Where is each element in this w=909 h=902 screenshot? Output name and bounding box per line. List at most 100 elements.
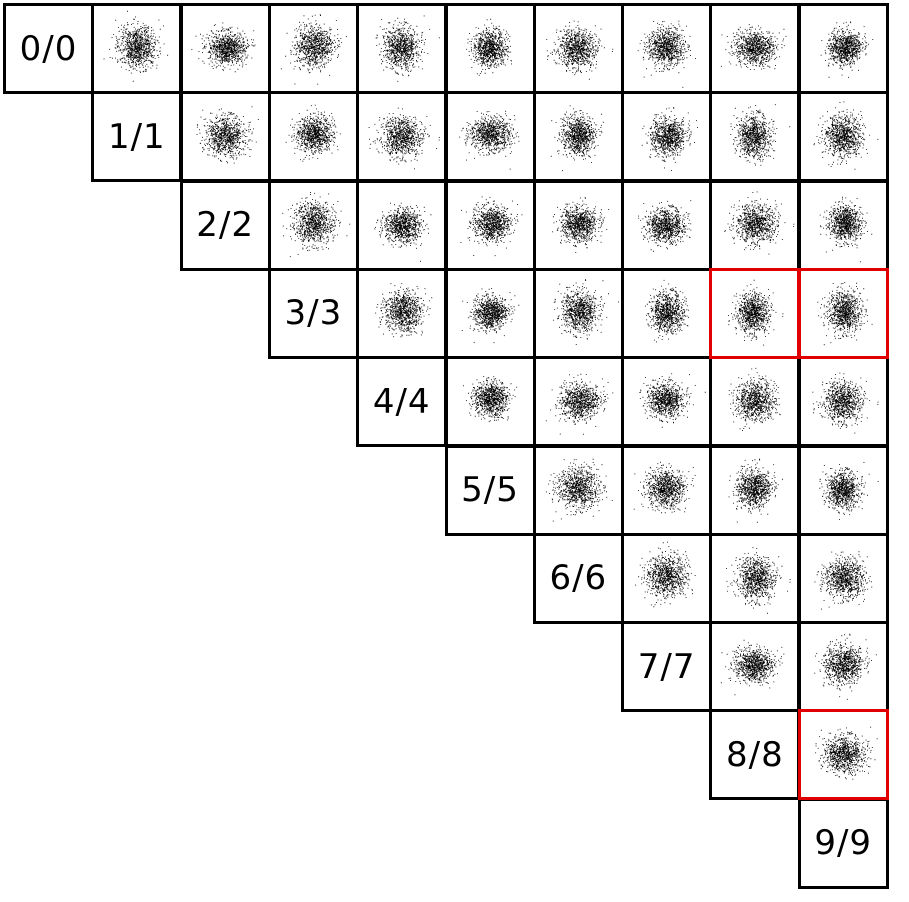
scatter-points [374, 202, 431, 261]
scatter-cell-6-9 [798, 533, 889, 624]
scatter-cell-4-9 [798, 356, 889, 447]
scatter-plot [801, 183, 886, 268]
diagonal-cell-3: 3/3 [268, 268, 359, 359]
scatter-plot [271, 94, 356, 179]
scatter-plot [624, 94, 709, 179]
scatter-plot [94, 6, 179, 91]
scatter-points [369, 108, 440, 170]
scatter-cell-3-9 [798, 268, 889, 359]
scatter-points [634, 461, 696, 512]
scatter-cell-5-6 [533, 445, 624, 536]
scatter-points [729, 368, 781, 431]
scatter-cell-0-8 [709, 3, 800, 94]
scatter-cell-3-6 [533, 268, 624, 359]
scatter-points [460, 196, 522, 256]
scatter-plot [536, 448, 621, 533]
scatter-points [725, 191, 795, 254]
scatter-cell-0-6 [533, 3, 624, 94]
scatter-cell-0-5 [445, 3, 536, 94]
scatter-cell-8-9 [798, 709, 889, 800]
scatter-cell-6-7 [621, 533, 712, 624]
scatter-cell-0-4 [356, 3, 447, 94]
scatter-plot [448, 6, 533, 91]
diagonal-label: 1/1 [94, 94, 179, 179]
scatter-cell-5-7 [621, 445, 712, 536]
scatter-plot [359, 6, 444, 91]
diagonal-label: 7/7 [624, 624, 709, 709]
scatter-plot [712, 271, 797, 356]
scatter-plot [712, 624, 797, 709]
scatter-plot [712, 359, 797, 444]
scatter-plot [624, 6, 709, 91]
scatter-plot [448, 271, 533, 356]
scatter-points [638, 200, 691, 252]
diagonal-cell-9: 9/9 [798, 798, 889, 889]
diagonal-cell-5: 5/5 [445, 445, 536, 536]
scatter-plot [359, 183, 444, 268]
scatter-plot [271, 6, 356, 91]
scatter-cell-5-8 [709, 445, 800, 536]
scatter-plot [624, 271, 709, 356]
scatter-cell-3-8 [709, 268, 800, 359]
scatter-cell-3-7 [621, 268, 712, 359]
scatter-points [819, 462, 878, 520]
scatter-cell-2-5 [445, 180, 536, 271]
scatter-plot [712, 536, 797, 621]
scatter-plot [712, 448, 797, 533]
scatter-points [546, 374, 614, 435]
scatter-points [286, 105, 341, 162]
scatter-plot [183, 6, 268, 91]
scatter-points [813, 102, 878, 170]
scatter-points [819, 196, 872, 261]
scatter-cell-5-9 [798, 445, 889, 536]
scatter-plot [536, 271, 621, 356]
scatter-points [546, 458, 613, 521]
scatter-points [376, 16, 440, 82]
scatter-points [721, 24, 787, 70]
scatter-plot [624, 359, 709, 444]
scatter-plot [624, 183, 709, 268]
scatter-plot [624, 536, 709, 621]
scatter-points [375, 283, 432, 337]
scatter-plot [712, 183, 797, 268]
scatter-plot [712, 6, 797, 91]
scatter-points [281, 14, 347, 84]
scatter-points [191, 23, 255, 73]
scatter-plot [359, 271, 444, 356]
diagonal-cell-0: 0/0 [3, 3, 94, 94]
scatter-plot [801, 271, 886, 356]
scatter-points [820, 22, 873, 78]
scatter-cell-0-9 [798, 3, 889, 94]
scatter-points [728, 280, 783, 346]
scatter-plot [536, 94, 621, 179]
scatter-cell-1-8 [709, 91, 800, 182]
scatter-points [639, 374, 705, 428]
scatter-points [461, 288, 519, 343]
diagonal-cell-1: 1/1 [91, 91, 182, 182]
scatter-cell-0-3 [268, 3, 359, 94]
scatter-plot [271, 183, 356, 268]
scatter-plot [801, 448, 886, 533]
scatter-points [552, 197, 609, 253]
scatter-plot [624, 448, 709, 533]
diagonal-cell-6: 6/6 [533, 533, 624, 624]
scatter-points [463, 376, 517, 422]
scatter-points [638, 21, 696, 88]
scatter-plot [801, 359, 886, 444]
scatter-plot [536, 359, 621, 444]
diagonal-label: 4/4 [359, 359, 444, 444]
diagonal-cell-4: 4/4 [356, 356, 447, 447]
scatter-cell-2-6 [533, 180, 624, 271]
scatter-plot [801, 536, 886, 621]
scatter-points [104, 11, 169, 82]
scatter-cell-0-1 [91, 3, 182, 94]
scatter-cell-0-2 [180, 3, 271, 94]
scatter-cell-2-4 [356, 180, 447, 271]
diagonal-label: 3/3 [271, 271, 356, 356]
scatter-points [551, 106, 604, 172]
scatter-cell-6-8 [709, 533, 800, 624]
scatter-points [642, 107, 698, 171]
scatter-cell-2-8 [709, 180, 800, 271]
scatter-points [635, 541, 696, 607]
